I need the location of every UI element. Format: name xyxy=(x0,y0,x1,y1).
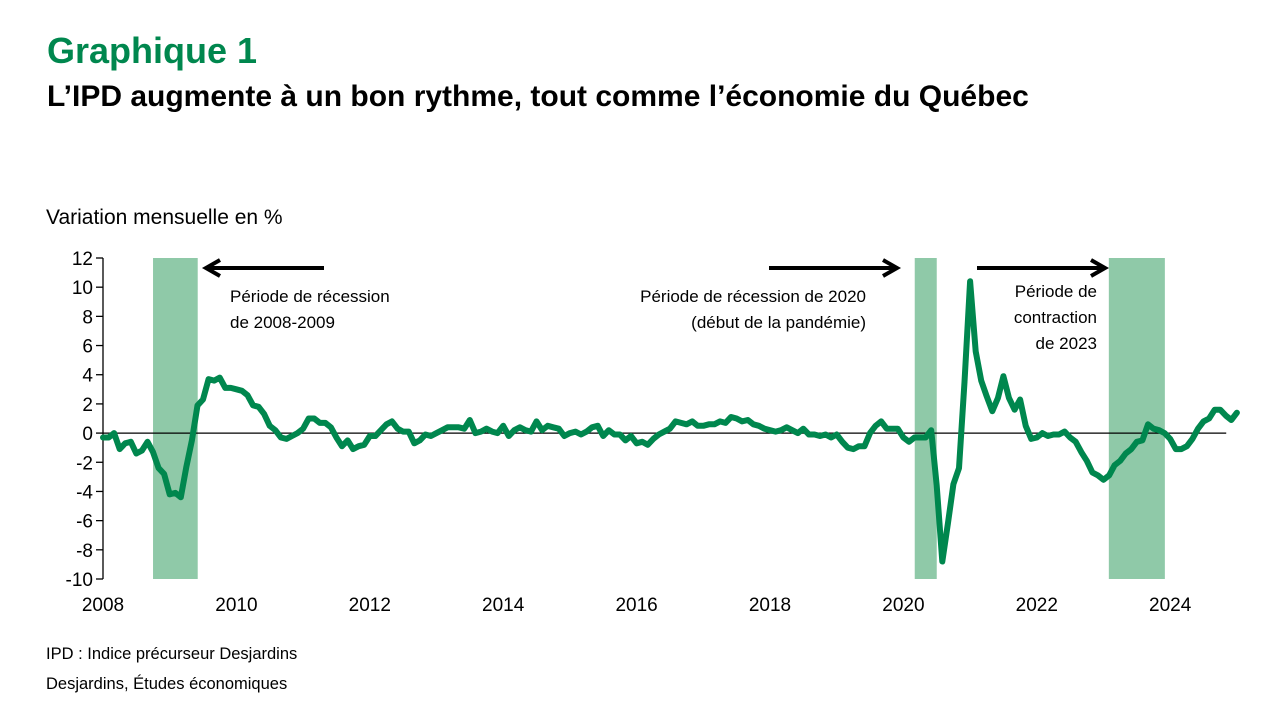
y-tick-label: -2 xyxy=(76,453,93,474)
annotation-2023-text: Période de xyxy=(1015,282,1097,301)
y-tick-label: -8 xyxy=(76,541,93,562)
y-tick-label: 8 xyxy=(82,307,93,328)
x-tick-label: 2012 xyxy=(349,595,391,616)
footnote: IPD : Indice précurseur Desjardins xyxy=(46,645,298,663)
chart-number: Graphique 1 xyxy=(47,30,258,71)
y-tick-label: 4 xyxy=(82,366,93,387)
y-tick-label: -6 xyxy=(76,512,93,533)
shaded-periods xyxy=(153,258,1165,579)
arrow-right-2023 xyxy=(977,258,1110,278)
y-tick-label: -4 xyxy=(76,482,93,503)
shaded-period xyxy=(1108,258,1165,579)
shaded-period xyxy=(914,258,937,579)
y-tick-label: 6 xyxy=(82,337,93,358)
chart-subtitle: L’IPD augmente à un bon rythme, tout com… xyxy=(47,80,1029,113)
arrow-left-2008 xyxy=(201,258,324,278)
axes: -10 -8 -6 -4 -2 0 2 4 6 8 10 12 2008 2010 2012 2014 2016… xyxy=(66,249,1227,616)
x-tick-label: 2014 xyxy=(482,595,525,616)
annotation-2020-text: Période de récession de 2020 xyxy=(640,287,866,306)
arrow-right-2020 xyxy=(769,258,902,278)
x-tick-label: 2020 xyxy=(882,595,924,616)
x-tick-label: 2018 xyxy=(749,595,791,616)
arrow-head xyxy=(882,258,902,278)
source-note: Desjardins, Études économiques xyxy=(46,675,288,693)
arrow-head xyxy=(201,258,221,278)
y-tick-label: 2 xyxy=(82,395,93,416)
annotation-2008-text: de 2008-2009 xyxy=(230,313,335,332)
shaded-period xyxy=(153,258,198,579)
x-tick-label: 2008 xyxy=(82,595,124,616)
y-axis-label: Variation mensuelle en % xyxy=(46,206,283,229)
y-tick-label: -10 xyxy=(66,570,93,591)
x-tick-label: 2016 xyxy=(615,595,657,616)
arrow-head xyxy=(1090,258,1110,278)
y-tick-label: 0 xyxy=(82,424,93,445)
annotation-2023-text: de 2023 xyxy=(1036,334,1097,353)
series xyxy=(100,278,1240,565)
y-tick-label: 12 xyxy=(72,249,93,270)
annotation-2008-text: Période de récession xyxy=(230,287,390,306)
y-tick-label: 10 xyxy=(72,278,93,299)
x-tick-label: 2024 xyxy=(1149,595,1192,616)
x-tick-label: 2010 xyxy=(215,595,257,616)
x-tick-label: 2022 xyxy=(1016,595,1058,616)
annotations: Période de récession de 2008-2009 Période … xyxy=(201,258,1110,353)
annotation-2023-text: contraction xyxy=(1014,308,1097,327)
annotation-2020-text: (début de la pandémie) xyxy=(691,313,866,332)
series-line-ipd xyxy=(100,278,1240,565)
